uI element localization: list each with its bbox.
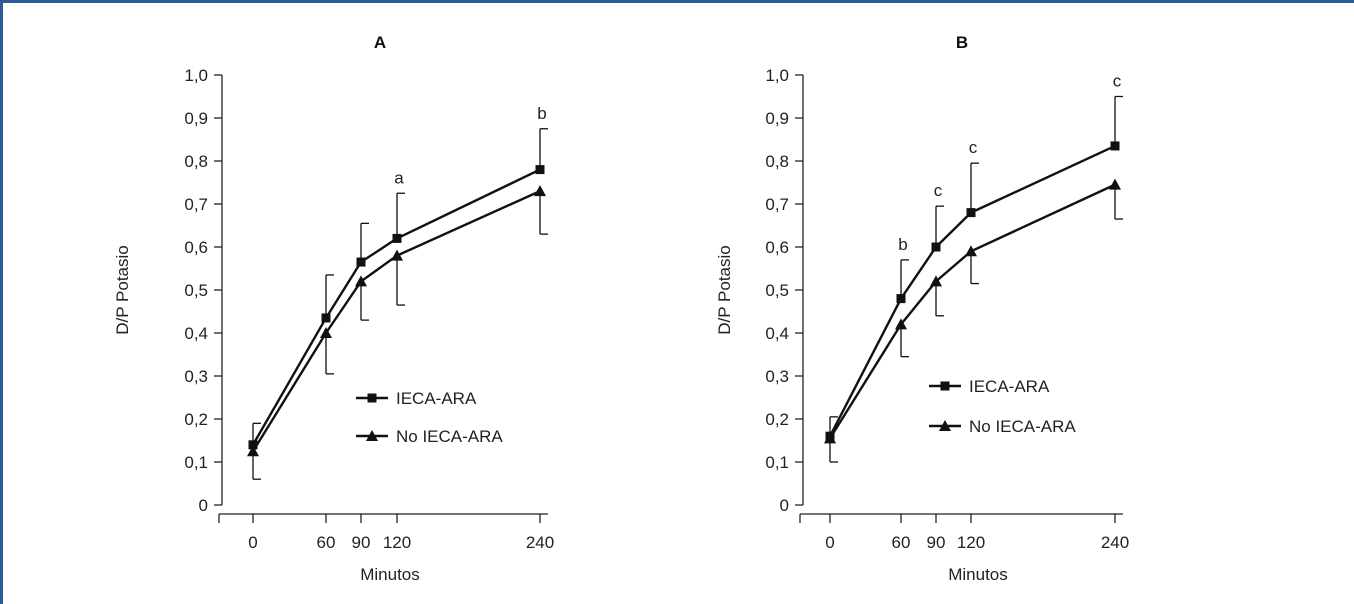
legend-square-marker bbox=[940, 381, 950, 391]
y-axis-label: D/P Potasio bbox=[113, 245, 132, 334]
significance-label: c bbox=[934, 181, 943, 200]
y-tick-label: 0,3 bbox=[765, 367, 789, 386]
data-point-square bbox=[356, 257, 366, 267]
x-tick-label: 240 bbox=[526, 533, 554, 552]
chart-panel-a: A 0 0,1 0,2 0,3 0,4 0,5 0,6 0,7 0,8 0,9 1,0 0 60 90 120… bbox=[113, 33, 554, 584]
data-point-triangle bbox=[534, 185, 546, 197]
legend: IECA-ARA No IECA-ARA bbox=[356, 389, 503, 446]
x-tick-label: 120 bbox=[383, 533, 411, 552]
data-point-triangle bbox=[247, 445, 259, 457]
x-tick-label: 90 bbox=[352, 533, 371, 552]
y-tick-label: 0,7 bbox=[184, 195, 208, 214]
y-tick-label: 0 bbox=[199, 496, 208, 515]
y-tick-label: 0,8 bbox=[184, 152, 208, 171]
y-tick-label: 0,8 bbox=[765, 152, 789, 171]
data-point-triangle bbox=[965, 245, 977, 257]
legend-square-marker bbox=[367, 393, 377, 403]
legend-triangle-marker bbox=[366, 430, 378, 441]
y-tick-label: 0,7 bbox=[765, 195, 789, 214]
data-point-triangle bbox=[320, 327, 332, 338]
y-tick-label: 0,4 bbox=[765, 324, 789, 343]
data-point-square bbox=[321, 313, 331, 323]
data-point-square bbox=[931, 242, 941, 252]
data-point-square bbox=[1110, 141, 1120, 151]
y-tick-label: 0,5 bbox=[184, 281, 208, 300]
series-ieca-ara: b c c c bbox=[825, 72, 1123, 441]
y-tick-label: 0,9 bbox=[184, 109, 208, 128]
panel-title: B bbox=[956, 33, 968, 52]
significance-label: b bbox=[537, 104, 546, 123]
x-tick-label: 60 bbox=[317, 533, 336, 552]
x-axis-label: Minutos bbox=[948, 565, 1008, 584]
significance-label: c bbox=[1113, 72, 1122, 91]
x-axis-label: Minutos bbox=[360, 565, 420, 584]
x-tick-label: 0 bbox=[825, 533, 834, 552]
significance-label: a bbox=[394, 168, 404, 187]
x-tick-label: 120 bbox=[957, 533, 985, 552]
y-tick-label: 1,0 bbox=[184, 66, 208, 85]
chart-panel-b: B 0 0,1 0,2 0,3 0,4 0,5 0,6 0,7 0,8 0,9 1,0 0 60 90 120… bbox=[715, 33, 1129, 584]
data-point-square bbox=[535, 165, 545, 175]
series-ieca-ara: ab bbox=[248, 104, 548, 450]
legend-label: No IECA-ARA bbox=[969, 417, 1076, 436]
data-point-triangle bbox=[1109, 178, 1121, 190]
significance-label: c bbox=[969, 138, 978, 157]
legend-label: IECA-ARA bbox=[969, 377, 1050, 396]
legend-label: IECA-ARA bbox=[396, 389, 477, 408]
y-tick-label: 0,3 bbox=[184, 367, 208, 386]
series-no-ieca-ara bbox=[824, 178, 1123, 463]
legend-triangle-marker bbox=[939, 420, 951, 431]
significance-label: b bbox=[898, 235, 907, 254]
y-tick-label: 1,0 bbox=[765, 66, 789, 85]
panel-title: A bbox=[374, 33, 386, 52]
x-tick-label: 60 bbox=[892, 533, 911, 552]
y-tick-label: 0,6 bbox=[765, 238, 789, 257]
series-no-ieca-ara bbox=[247, 185, 548, 480]
x-tick-label: 0 bbox=[248, 533, 257, 552]
data-point-triangle bbox=[824, 432, 836, 444]
series-line bbox=[828, 183, 1116, 439]
data-point-triangle bbox=[355, 275, 367, 287]
y-tick-label: 0,1 bbox=[184, 453, 208, 472]
x-tick-label: 90 bbox=[927, 533, 946, 552]
x-tick-label: 240 bbox=[1101, 533, 1129, 552]
legend: IECA-ARA No IECA-ARA bbox=[929, 377, 1076, 436]
legend-label: No IECA-ARA bbox=[396, 427, 503, 446]
y-tick-label: 0,4 bbox=[184, 324, 208, 343]
data-point-triangle bbox=[930, 275, 942, 287]
y-tick-label: 0,1 bbox=[765, 453, 789, 472]
y-axis-label: D/P Potasio bbox=[715, 245, 734, 334]
data-point-square bbox=[966, 208, 976, 218]
y-tick-label: 0 bbox=[780, 496, 789, 515]
data-point-square bbox=[896, 294, 906, 304]
data-point-square bbox=[392, 233, 402, 243]
y-tick-label: 0,2 bbox=[765, 410, 789, 429]
y-tick-label: 0,5 bbox=[765, 281, 789, 300]
y-tick-label: 0,6 bbox=[184, 238, 208, 257]
data-point-triangle bbox=[391, 249, 403, 261]
data-point-triangle bbox=[895, 318, 907, 330]
y-tick-label: 0,2 bbox=[184, 410, 208, 429]
y-tick-label: 0,9 bbox=[765, 109, 789, 128]
data-point-square bbox=[248, 440, 258, 450]
